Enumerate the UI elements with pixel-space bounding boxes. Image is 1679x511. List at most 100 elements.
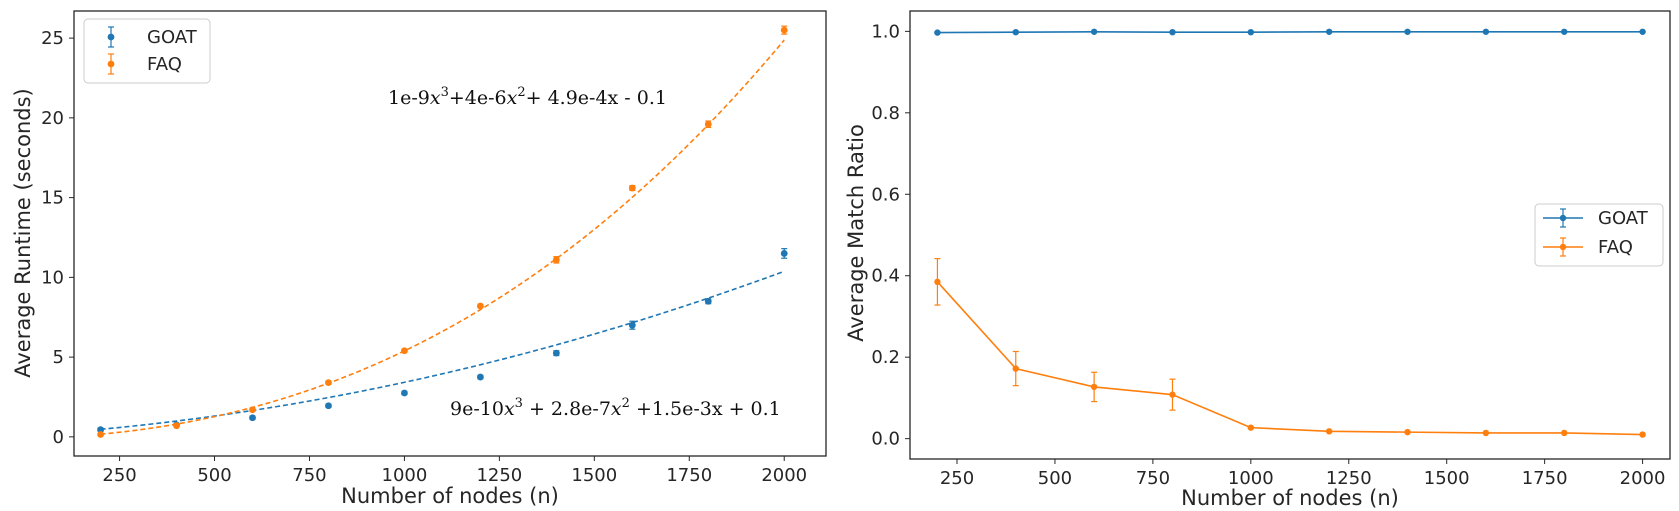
match-y-tick-label: 0.6 [871,184,900,205]
runtime-x-tick-label: 2000 [761,465,807,486]
legend-faq-line-dot [1559,243,1567,251]
faq-match-point [1247,424,1255,431]
faq-runtime-point [780,26,788,34]
goat-match-point [1090,28,1098,35]
runtime-series [97,25,788,438]
runtime-legend-box [83,18,211,84]
runtime-x-tick-label: 1500 [571,465,617,486]
match-x-tick-label: 500 [1038,468,1072,489]
legend-goat-line-dot [1559,214,1567,222]
match-x-tick-label: 250 [940,468,974,489]
goat-runtime-point [780,250,788,257]
faq-match-point [1639,431,1646,438]
faq-runtime-point [628,184,636,192]
runtime-x-tick-label: 500 [197,465,231,486]
goat-runtime-point [325,402,332,410]
goat-match-point [1639,28,1646,35]
faq-match-point [1012,365,1019,372]
goat-runtime-point [628,321,636,329]
legend-faq-label: FAQ [147,54,182,75]
faq-runtime-point [401,347,408,355]
goat-match-point [1325,28,1333,35]
legend-goat-marker [107,26,115,48]
runtime-y-tick-label: 5 [53,347,64,368]
match-x-tick-label: 1000 [1228,468,1274,489]
legend-faq-line-marker [1543,237,1583,257]
runtime-y-tick-label: 15 [41,188,64,209]
match-legend-goat-label: GOAT [1598,208,1649,229]
faq-runtime-point [97,431,104,438]
faq-match-point [1090,383,1098,391]
faq-runtime-point [325,379,332,387]
match-x-axis-label: Number of nodes (n) [1181,486,1399,510]
runtime-y-tick-label: 10 [41,267,64,288]
goat-runtime-point [552,349,560,357]
goat-runtime-point [476,373,484,381]
goat-match-point [1404,28,1411,35]
faq-runtime-point [704,120,712,128]
faq-match-line [936,281,1643,436]
match-y-axis-label: Average Match Ratio [844,124,868,342]
match-y-tick-label: 0.8 [871,103,900,124]
goat-eq-exp2: 2 [622,396,630,411]
goat-eq-coef3: 9e-10 [450,398,504,420]
faq-runtime-point [173,422,180,430]
runtime-x-tick-label: 1000 [382,465,428,486]
goat-runtime-point [249,414,256,422]
match-y-tick-label: 1.0 [871,21,900,42]
match-y-ticks: 0.0 0.2 0.4 0.6 0.8 1.0 [871,21,910,450]
match-plot-frame [909,10,1671,460]
match-x-tick-label: 1500 [1424,468,1470,489]
faq-fit-equation: 1e-9x3+4e-6x2+ 4.9e-4x - 0.1 [388,85,667,109]
runtime-y-tick-label: 0 [53,427,64,448]
goat-eq-x3: x [504,398,515,420]
runtime-x-tick-label: 250 [102,465,136,486]
faq-runtime-point [476,302,484,310]
goat-match-point [1012,28,1019,36]
legend-goat-dot [107,33,115,41]
faq-runtime-point [552,256,560,264]
match-y-tick-label: 0.2 [871,347,900,368]
match-x-tick-label: 2000 [1620,468,1666,489]
runtime-plot-frame [73,10,827,457]
goat-match-point [1169,28,1176,36]
faq-match-point [1561,429,1568,437]
goat-match-point [1482,28,1490,35]
goat-match-point [1247,28,1255,36]
faq-eq-x3: x [430,87,441,109]
runtime-x-tick-label: 1250 [476,465,522,486]
goat-eq-tail: +1.5e-3x + 0.1 [630,398,781,420]
runtime-x-tick-label: 750 [292,465,326,486]
goat-runtime-point [704,297,712,305]
faq-eq-x2: x [507,87,518,109]
faq-fit-curve [100,39,785,436]
match-y-tick-label: 0.4 [871,266,900,287]
faq-match-point [1404,428,1411,436]
match-legend-faq-label: FAQ [1598,237,1633,258]
runtime-y-ticks: 0 5 10 15 20 25 [41,28,74,448]
runtime-chart: 250 500 750 1000 1250 1500 1750 2000 0 5 10 15 20 25… [11,10,827,508]
goat-fit-equation: 9e-10x3 + 2.8e-7x2 +1.5e-3x + 0.1 [450,396,781,420]
legend-faq-dot [107,60,115,68]
runtime-y-tick-label: 20 [41,108,64,129]
goat-eq-coef2: + 2.8e-7 [523,398,611,420]
faq-eq-tail: + 4.9e-4x - 0.1 [526,87,667,109]
faq-match-point [1325,428,1333,435]
match-series [934,28,1646,438]
faq-eq-coef3: 1e-9 [388,87,430,109]
match-x-tick-label: 1750 [1522,468,1568,489]
goat-match-line [937,30,1643,34]
match-x-tick-label: 1250 [1326,468,1372,489]
match-ratio-chart: 250 500 750 1000 1250 1500 1750 2000 0.00.20.40… [844,10,1671,510]
legend-goat-line-marker [1543,208,1583,228]
match-x-tick-label: 750 [1136,468,1170,489]
match-y-tick-label: 0.0 [871,429,900,450]
faq-match-point [934,278,941,286]
faq-match-point [1482,429,1490,437]
runtime-x-axis-label: Number of nodes (n) [341,484,559,508]
legend-goat-label: GOAT [147,27,198,48]
match-legend: GOAT FAQ [1534,203,1664,267]
faq-eq-coef2: +4e-6 [449,87,507,109]
goat-runtime-point [97,426,104,434]
